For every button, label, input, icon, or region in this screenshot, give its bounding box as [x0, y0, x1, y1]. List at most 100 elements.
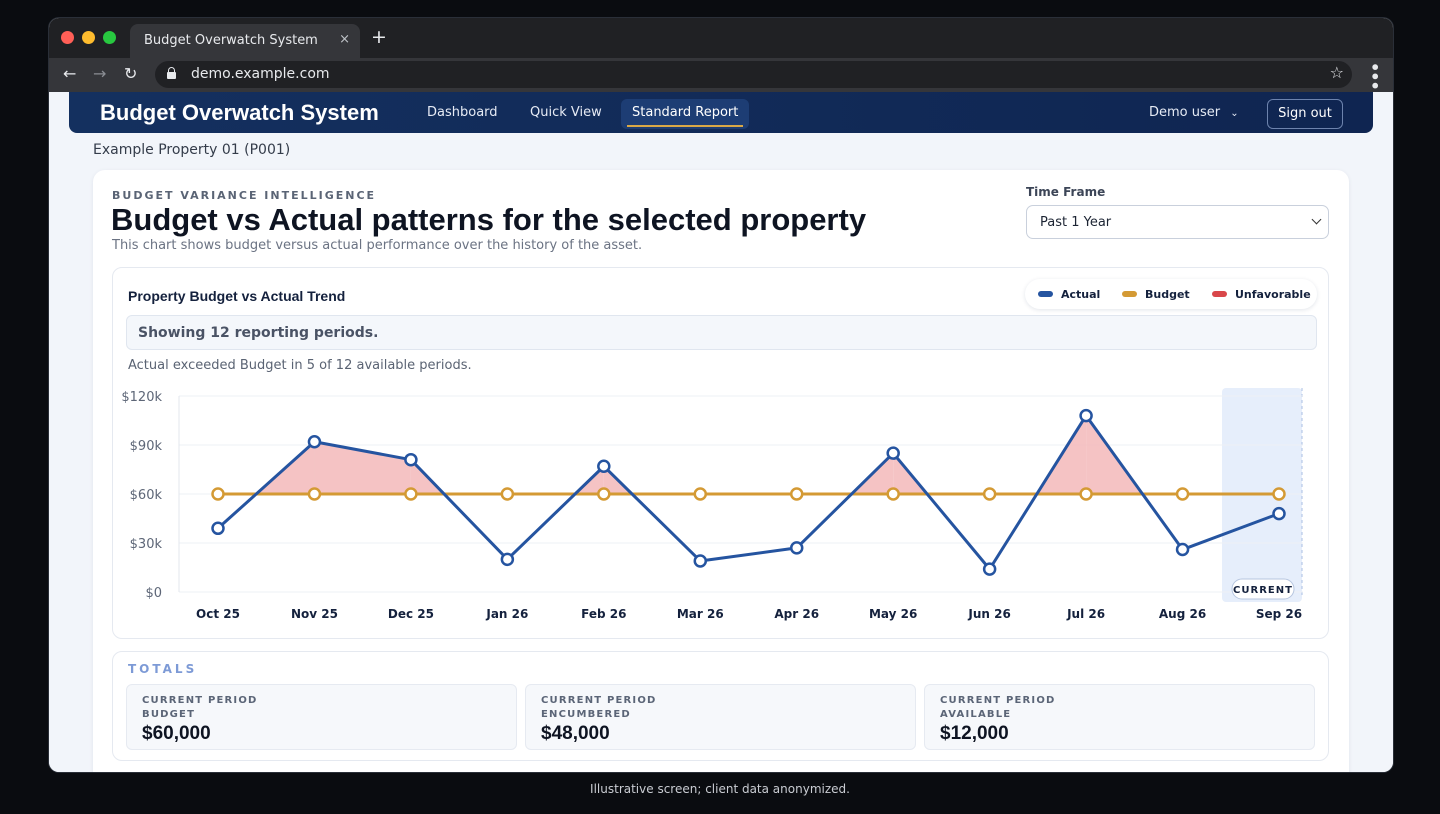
total-card-value: $48,000 — [541, 723, 610, 744]
budget-point — [500, 487, 515, 501]
forward-arrow-icon[interactable]: → — [93, 64, 107, 83]
chevron-down-icon — [1311, 214, 1322, 225]
reload-icon[interactable]: ↻ — [124, 64, 138, 83]
window-controls — [61, 31, 116, 44]
total-card-available: CURRENT PERIOD AVAILABLE $12,000 — [924, 684, 1315, 750]
total-label-line2: AVAILABLE — [940, 709, 1012, 720]
total-label-line2: BUDGET — [142, 709, 196, 720]
x-tick-label: Jun 26 — [967, 607, 1010, 621]
actual-point — [693, 554, 708, 568]
time-frame-select[interactable]: Past 1 Year — [1026, 205, 1329, 239]
total-card-label: CURRENT PERIOD BUDGET — [142, 694, 258, 722]
footer-caption: Illustrative screen; client data anonymi… — [590, 782, 850, 796]
budget-point — [1272, 487, 1286, 501]
legend-swatch-unfavorable — [1212, 291, 1227, 297]
browser-menu-icon[interactable]: ••• — [1365, 62, 1384, 90]
x-tick-label: Oct 25 — [196, 607, 240, 621]
report-card: BUDGET VARIANCE INTELLIGENCE Budget vs A… — [93, 170, 1349, 772]
total-label-line1: CURRENT PERIOD — [940, 695, 1056, 706]
current-badge — [1231, 578, 1295, 600]
close-window-dot[interactable] — [61, 31, 74, 44]
browser-titlebar: Budget Overwatch System × + — [49, 18, 1393, 58]
actual-point — [789, 541, 804, 555]
x-tick-label: Apr 26 — [774, 607, 819, 621]
x-tick-label: Sep 26 — [1256, 607, 1302, 621]
x-tick-label: Dec 25 — [388, 607, 434, 621]
legend-actual-label: Actual — [1061, 288, 1101, 301]
browser-window: Budget Overwatch System × + ← → ↻ demo.e… — [49, 18, 1393, 772]
legend-swatch-actual — [1038, 291, 1053, 297]
budget-point — [886, 487, 900, 501]
chart-panel: Property Budget vs Actual Trend Actual B… — [112, 267, 1329, 639]
property-name: Example Property 01 (P001) — [93, 142, 291, 158]
chevron-down-icon: ⌄ — [1230, 108, 1239, 119]
budget-point — [307, 487, 322, 501]
y-tick-label: $0 — [145, 586, 162, 601]
unfavorable-area — [314, 441, 411, 494]
legend-swatch-budget — [1122, 291, 1137, 297]
total-card-value: $12,000 — [940, 723, 1009, 744]
eyebrow-label: BUDGET VARIANCE INTELLIGENCE — [112, 189, 377, 202]
current-badge-label: CURRENT — [1233, 585, 1293, 596]
actual-point — [307, 434, 322, 449]
legend-unfavorable-label: Unfavorable — [1235, 288, 1311, 301]
total-card-label: CURRENT PERIOD ENCUMBERED — [541, 694, 657, 722]
page-subtitle: This chart shows budget versus actual pe… — [112, 238, 643, 253]
y-tick-label: $60k — [130, 488, 163, 503]
user-menu[interactable]: Demo user ⌄ — [1149, 105, 1239, 120]
actual-line — [216, 414, 1280, 571]
actual-point — [597, 459, 611, 473]
chart-title: Property Budget vs Actual Trend — [128, 288, 346, 304]
total-label-line1: CURRENT PERIOD — [541, 695, 657, 706]
time-frame-value: Past 1 Year — [1040, 215, 1112, 230]
x-tick-label: Jan 26 — [485, 607, 528, 621]
budget-point — [789, 487, 804, 501]
periods-banner: Showing 12 reporting periods. — [126, 315, 1317, 350]
app-title: Budget Overwatch System — [100, 100, 379, 125]
actual-point — [500, 552, 515, 567]
exceeded-summary: Actual exceeded Budget in 5 of 12 availa… — [128, 358, 472, 373]
lock-icon — [167, 67, 176, 79]
app-header: Budget Overwatch System Dashboard Quick … — [69, 92, 1373, 133]
trend-chart: $0 $30k $60k $90k $120k CURRENT Oct 25 Nov 25 De… — [121, 388, 1303, 621]
nav-standard-report-label: Standard Report — [632, 105, 739, 120]
minimize-window-dot[interactable] — [82, 31, 95, 44]
new-tab-icon[interactable]: + — [371, 26, 387, 48]
nav-quick-view[interactable]: Quick View — [530, 105, 602, 120]
tab-close-icon[interactable]: × — [339, 32, 350, 47]
url-text: demo.example.com — [191, 66, 330, 82]
y-tick-label: $90k — [130, 439, 163, 454]
actual-point — [982, 562, 997, 576]
unfavorable-area — [256, 441, 315, 494]
bookmark-star-icon[interactable]: ☆ — [1329, 63, 1344, 82]
user-name: Demo user — [1149, 105, 1221, 120]
maximize-window-dot[interactable] — [103, 31, 116, 44]
nav-dashboard[interactable]: Dashboard — [427, 105, 498, 120]
budget-point — [982, 487, 997, 501]
total-card-budget: CURRENT PERIOD BUDGET $60,000 — [126, 684, 517, 750]
total-label-line1: CURRENT PERIOD — [142, 695, 258, 706]
browser-tab[interactable]: Budget Overwatch System × — [130, 24, 360, 58]
sign-out-button[interactable]: Sign out — [1267, 99, 1343, 129]
totals-title: TOTALS — [128, 662, 198, 676]
address-bar: ← → ↻ demo.example.com ☆ ••• — [49, 58, 1393, 92]
legend-budget-label: Budget — [1145, 288, 1190, 301]
actual-point — [1079, 408, 1093, 423]
actual-point — [211, 521, 225, 536]
x-tick-label: Jul 26 — [1066, 607, 1105, 621]
tab-title: Budget Overwatch System — [144, 33, 318, 48]
nav-standard-report[interactable]: Standard Report — [621, 99, 750, 129]
legend-unfavorable: Unfavorable — [1212, 288, 1311, 301]
x-tick-label: Aug 26 — [1159, 607, 1206, 621]
x-tick-label: Nov 25 — [291, 607, 338, 621]
budget-point — [211, 487, 225, 501]
url-field[interactable]: demo.example.com — [155, 61, 1352, 88]
page-title: Budget vs Actual patterns for the select… — [111, 202, 867, 237]
budget-point — [1175, 487, 1190, 501]
back-arrow-icon[interactable]: ← — [63, 64, 77, 83]
unfavorable-area — [893, 453, 928, 494]
actual-point — [1175, 542, 1190, 557]
x-tick-label: May 26 — [869, 607, 917, 621]
budget-point — [693, 487, 708, 501]
legend-actual: Actual — [1038, 288, 1100, 301]
